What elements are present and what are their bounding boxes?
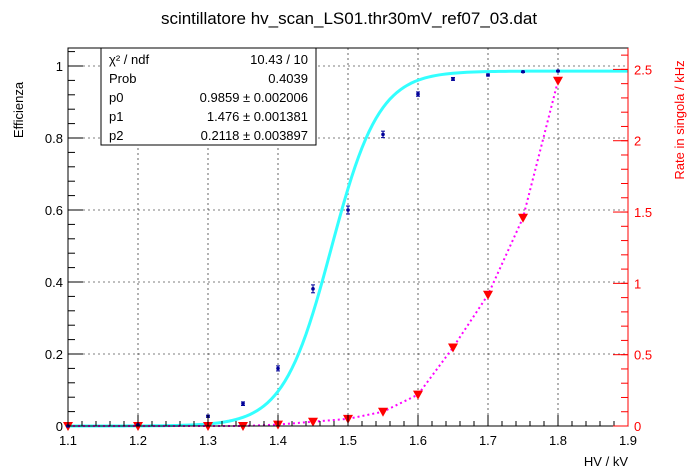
x-tick-label: 1.8 [549, 433, 567, 448]
y2-tick-label: 1 [634, 276, 641, 291]
efficiency-point [311, 287, 315, 291]
efficiency-point [416, 92, 420, 96]
x-tick-label: 1.5 [339, 433, 357, 448]
y-tick-label: 0 [56, 419, 63, 434]
x-axis-label: HV / kV [584, 454, 628, 469]
y-axis-right: 0 0.5 1 1.5 2 2.5 [613, 48, 652, 434]
x-tick-label: 1.6 [409, 433, 427, 448]
y-tick-label: 0.6 [45, 203, 63, 218]
efficiency-point [381, 132, 385, 137]
rate-point [308, 417, 318, 427]
stats-label-p1: p1 [109, 109, 123, 124]
y-tick-label: 0.4 [45, 275, 63, 290]
stats-value-p1: 1.476 ± 0.001381 [207, 109, 308, 124]
stats-label-p2: p2 [109, 128, 123, 143]
rate-point [378, 407, 388, 417]
stats-value-prob: 0.4039 [268, 71, 308, 86]
efficiency-point [556, 69, 560, 73]
x-tick-label: 1.9 [619, 433, 637, 448]
stats-label-p0: p0 [109, 90, 123, 105]
stats-value-p0: 0.9859 ± 0.002006 [200, 90, 308, 105]
efficiency-point [486, 73, 490, 77]
stats-label-chi2: χ² / ndf [109, 52, 149, 67]
y2-tick-label: 1.5 [634, 205, 652, 220]
x-tick-label: 1.1 [59, 433, 77, 448]
chart-title: scintillatore hv_scan_LS01.thr30mV_ref07… [161, 9, 537, 28]
efficiency-series-layer [66, 69, 560, 428]
stats-value-p2: 0.2118 ± 0.003897 [201, 128, 308, 143]
stats-box-frame [100, 47, 317, 146]
efficiency-point [276, 366, 280, 371]
x-tick-label: 1.4 [269, 433, 287, 448]
rate-point [518, 213, 528, 223]
efficiency-point [521, 69, 525, 74]
y2-tick-label: 0.5 [634, 348, 652, 363]
y2-tick-label: 2 [634, 134, 641, 149]
y-tick-label: 0.2 [45, 347, 63, 362]
y-tick-label: 0.8 [45, 131, 63, 146]
stats-box: χ² / ndf 10.43 / 10 Prob 0.4039 p0 0.985… [100, 47, 317, 146]
efficiency-point [451, 77, 455, 81]
x-axis: 1.1 1.2 1.3 1.4 1.5 1.6 1.7 1.8 1.9 [59, 415, 637, 448]
y2-tick-label: 2.5 [634, 62, 652, 77]
y2-axis-label: Rate in singola / kHz [672, 60, 687, 179]
rate-point [553, 76, 563, 86]
rate-point [483, 290, 493, 300]
y-tick-label: 1 [56, 59, 63, 74]
rate-point [448, 343, 458, 353]
x-tick-label: 1.3 [199, 433, 217, 448]
rate-point [413, 390, 423, 400]
x-tick-label: 1.2 [129, 433, 147, 448]
grid [68, 48, 628, 426]
y-axis-label: Efficienza [11, 81, 26, 138]
y-axis-left: 0 0.2 0.4 0.6 0.8 1 [45, 51, 83, 434]
efficiency-point [241, 401, 245, 406]
stats-label-prob: Prob [109, 71, 136, 86]
x-tick-label: 1.7 [479, 433, 497, 448]
stats-value-chi2: 10.43 / 10 [250, 52, 308, 67]
y2-tick-label: 0 [634, 419, 641, 434]
efficiency-point [346, 208, 350, 212]
